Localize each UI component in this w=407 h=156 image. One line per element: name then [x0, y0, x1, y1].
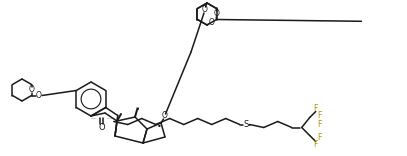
Text: F: F: [313, 140, 318, 149]
Text: O: O: [98, 122, 105, 132]
Text: F: F: [317, 120, 322, 129]
Text: ▪: ▪: [136, 105, 139, 110]
Text: F: F: [313, 104, 318, 113]
Text: ···: ···: [107, 116, 113, 121]
Text: O: O: [36, 91, 42, 100]
Text: ▪: ▪: [158, 123, 160, 127]
Text: S: S: [244, 120, 249, 129]
Text: O: O: [202, 5, 208, 15]
Text: O: O: [209, 18, 215, 27]
Text: O: O: [214, 9, 219, 18]
Text: F: F: [317, 111, 322, 120]
Text: F: F: [317, 133, 322, 142]
Text: O: O: [162, 112, 168, 120]
Text: O: O: [28, 85, 35, 95]
Text: ···: ···: [90, 117, 96, 122]
Text: ···: ···: [116, 120, 122, 125]
